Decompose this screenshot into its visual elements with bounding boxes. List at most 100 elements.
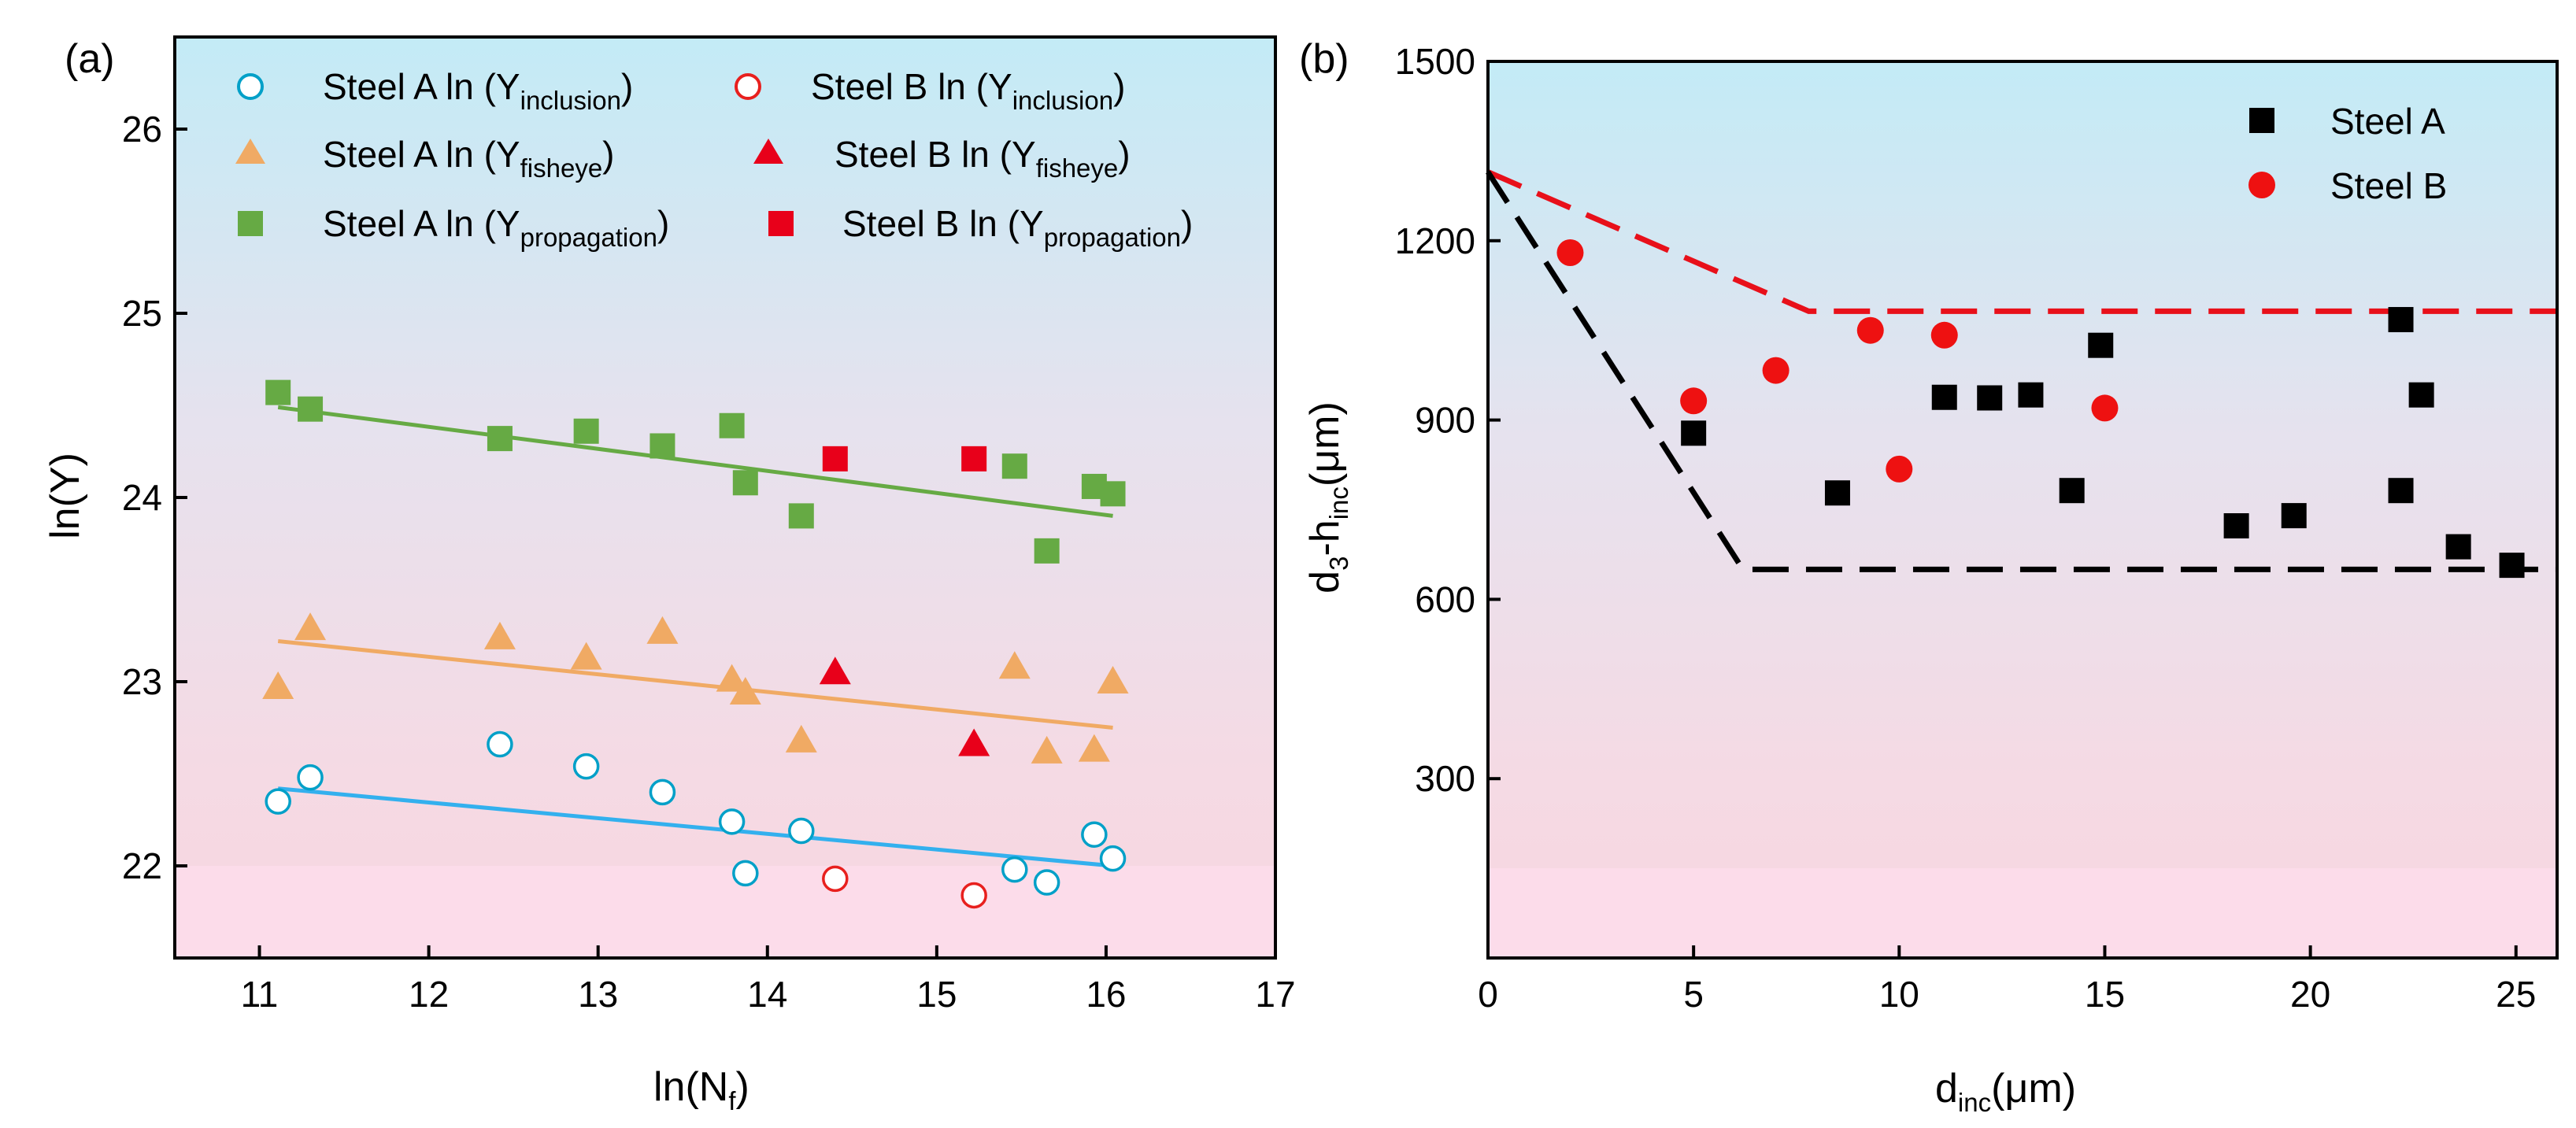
steel-a-ln-y-propagation-point (265, 379, 291, 405)
panel-a-y-tick-label: 22 (122, 845, 162, 886)
panel-b-x-tick-label: 25 (2496, 974, 2536, 1015)
steel-b-ln-y-inclusion-point (822, 865, 849, 893)
steel-b-bound-dashed-line (1486, 169, 2557, 314)
steel-a-point (1931, 384, 1957, 410)
steel-a-point (2059, 478, 2085, 504)
legend-marker-steel-a-inclusion (237, 73, 264, 100)
panel-b-x-tick-label: 0 (1478, 974, 1498, 1015)
panel-a-y-tick-label: 24 (122, 477, 162, 518)
panel-b-boundary-lines (1486, 169, 2557, 572)
steel-a-ln-y-fisheye-point (483, 621, 516, 649)
steel-b-ln-y-fisheye-point (958, 728, 990, 756)
steel-a-ln-y-inclusion-point (572, 753, 600, 780)
legend-steel-a-propagation: Steel A ln (Ypropagation) (323, 203, 669, 252)
fisheye-fit-line (277, 639, 1113, 730)
steel-a-ln-y-fisheye-point (729, 677, 761, 705)
steel-a-point (2088, 332, 2114, 358)
legend-steel-a: Steel A (2330, 101, 2445, 142)
panel-b-y-tick-label: 1500 (1395, 41, 1475, 82)
steel-a-ln-y-fisheye-point (262, 671, 294, 700)
panel-b-y-tick-label: 1200 (1395, 220, 1475, 261)
panel-a-fit-lines (277, 405, 1113, 868)
legend-steel-b-inclusion: Steel B ln (Yinclusion) (811, 66, 1125, 115)
steel-a-ln-y-inclusion-point (1001, 856, 1028, 883)
panel-a-y-ticks: 22 23 24 25 26 (122, 109, 187, 886)
panel-b-legend: Steel A Steel B (2248, 101, 2447, 206)
steel-b-point (2091, 394, 2119, 422)
steel-a-ln-y-inclusion-point (649, 779, 676, 806)
panel-a-y-tick-label: 26 (122, 109, 162, 150)
steel-a-point (2281, 503, 2307, 529)
steel-a-point (2223, 513, 2249, 539)
panel-a-y-tick-label: 25 (122, 293, 162, 334)
steel-a-ln-y-inclusion-point (487, 730, 513, 758)
steel-a-ln-y-fisheye-point (646, 616, 679, 644)
legend-marker-steel-a (2249, 108, 2274, 133)
steel-a-ln-y-fisheye-point (1097, 666, 1129, 693)
panel-a-y-axis-label: ln(Y) (43, 453, 88, 539)
legend-steel-b-propagation: Steel B ln (Ypropagation) (842, 203, 1193, 252)
legend-marker-steel-a-fisheye (235, 139, 265, 164)
steel-a-ln-y-inclusion-point (718, 808, 746, 835)
panel-a-x-tick-label: 16 (1086, 974, 1126, 1015)
steel-a-ln-y-propagation-point (1034, 538, 1060, 564)
panel-b-frame (1486, 60, 2559, 960)
steel-a-point (2388, 307, 2414, 333)
steel-b-point (1856, 316, 1884, 344)
legend-steel-b: Steel B (2330, 165, 2447, 206)
steel-a-ln-y-propagation-point (719, 412, 745, 438)
steel-a-point (2018, 382, 2044, 408)
panel-b-x-tick-label: 10 (1879, 974, 1919, 1015)
panel-a-x-tick-label: 11 (241, 974, 279, 1015)
steel-a-ln-y-propagation-point (732, 470, 758, 496)
steel-a-point (1824, 480, 1850, 506)
steel-a-ln-y-inclusion-point (1033, 869, 1060, 896)
panel-a-legend: Steel A ln (Yinclusion) Steel B ln (Yinc… (235, 66, 1193, 252)
panel-b-data-points (1556, 239, 2525, 579)
panel-b-x-tick-label: 5 (1683, 974, 1704, 1015)
steel-a-ln-y-propagation-point (487, 426, 513, 452)
steel-b-point (1930, 321, 1958, 349)
panel-a-x-tick-label: 14 (747, 974, 787, 1015)
legend-steel-b-fisheye: Steel B ln (Yfisheye) (835, 134, 1131, 183)
steel-b-ln-y-fisheye-point (819, 656, 851, 685)
steel-a-ln-y-fisheye-point (570, 642, 602, 670)
legend-marker-steel-b-fisheye (753, 139, 783, 164)
steel-b-point (1762, 357, 1790, 384)
steel-a-ln-y-inclusion-point (732, 860, 759, 887)
propagation-fit-line (277, 405, 1113, 518)
steel-b-point (1886, 455, 1913, 483)
steel-a-ln-y-fisheye-point (294, 612, 327, 641)
panel-b-x-axis-label: dinc(μm) (1935, 1066, 2076, 1117)
panel-a-label: (a) (65, 36, 115, 82)
panel-a-data-points (262, 379, 1129, 909)
legend-steel-a-fisheye: Steel A ln (Yfisheye) (323, 134, 615, 183)
legend-marker-steel-b-inclusion (735, 73, 761, 100)
panel-b: (b) 0 5 10 15 20 25 300 600 900 1200 1500 dinc(μm… (1299, 36, 2559, 1117)
steel-a-ln-y-inclusion-point (297, 764, 324, 791)
panel-b-y-tick-label: 900 (1415, 400, 1475, 441)
legend-marker-steel-b-propagation (768, 211, 794, 236)
steel-a-point (2388, 478, 2414, 504)
panel-b-x-ticks: 0 5 10 15 20 25 (1478, 945, 2536, 1015)
panel-b-y-tick-label: 300 (1415, 758, 1475, 799)
panel-b-y-tick-label: 600 (1415, 579, 1475, 619)
steel-b-point (1556, 239, 1584, 266)
steel-a-point (2408, 382, 2434, 408)
steel-a-ln-y-propagation-point (1001, 453, 1027, 479)
steel-a-point (1977, 385, 2003, 411)
steel-a-ln-y-inclusion-point (1081, 821, 1108, 848)
steel-a-point (2445, 534, 2471, 560)
steel-b-point (1680, 387, 1708, 415)
panel-a: (a) 11 12 13 14 15 16 17 22 23 24 25 26 ln(Nf) ln(… (43, 35, 1296, 1115)
steel-a-ln-y-propagation-point (650, 433, 675, 459)
steel-a-ln-y-fisheye-point (785, 724, 817, 753)
panel-b-y-axis-label: d3-hinc(μm) (1302, 401, 1353, 594)
panel-b-x-tick-label: 20 (2290, 974, 2330, 1015)
steel-b-ln-y-propagation-point (961, 446, 987, 472)
panel-a-x-tick-label: 15 (916, 974, 957, 1015)
inclusion-fit-line (277, 786, 1113, 868)
steel-a-point (2499, 553, 2525, 579)
steel-a-ln-y-propagation-point (788, 503, 814, 529)
